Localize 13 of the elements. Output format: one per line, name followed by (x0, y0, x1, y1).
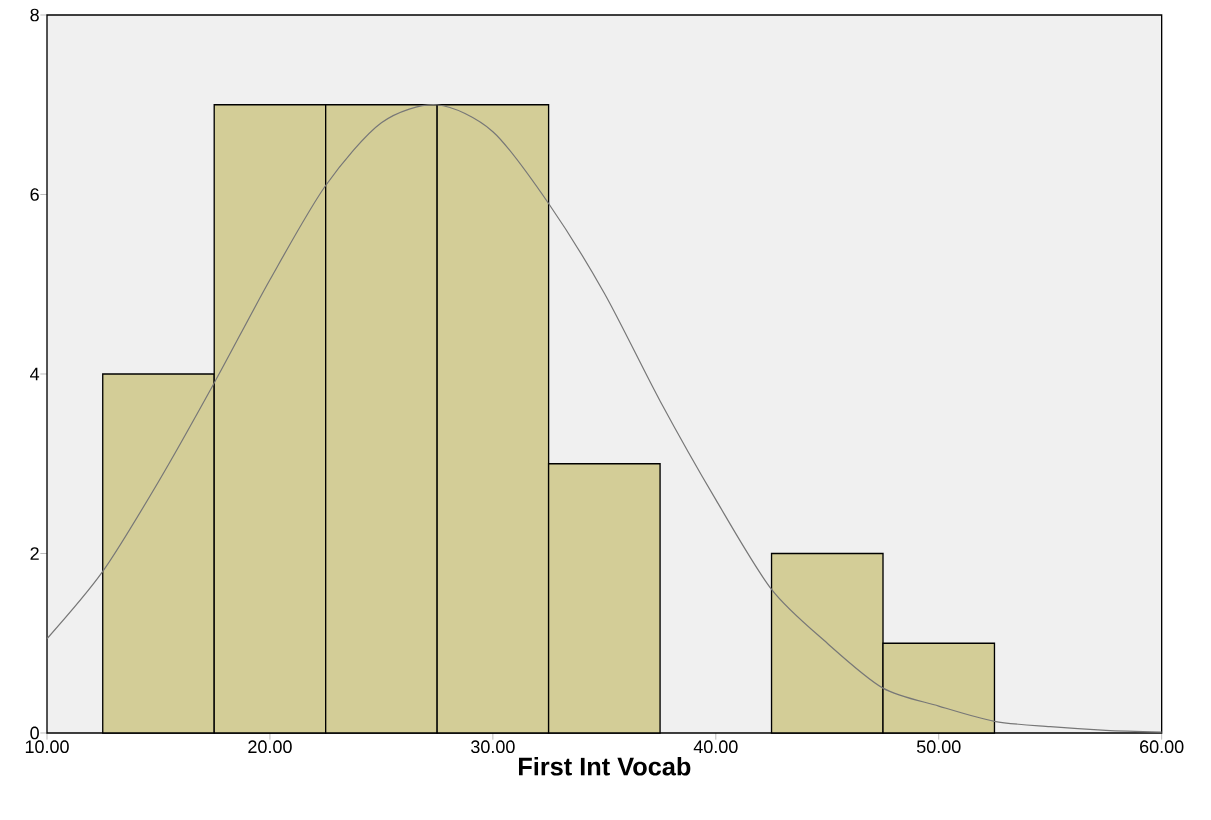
y-tick-label: 8 (30, 8, 39, 22)
y-tick-label: 2 (30, 547, 39, 560)
x-tick-label: 50.00 (916, 740, 961, 754)
x-tick-label: 20.00 (248, 740, 292, 754)
x-tick-label: 10.00 (25, 740, 69, 754)
x-axis-title: First Int Vocab (519, 756, 691, 776)
x-tick-label: 30.00 (471, 740, 515, 754)
line-series (46, 104, 1163, 733)
x-tick-label: 40.00 (693, 740, 738, 754)
y-tick-label: 4 (30, 367, 40, 381)
y-tick-label: 0 (30, 726, 39, 740)
x-tick-label: 60.00 (1140, 740, 1184, 754)
y-tick-label: 6 (30, 188, 39, 201)
